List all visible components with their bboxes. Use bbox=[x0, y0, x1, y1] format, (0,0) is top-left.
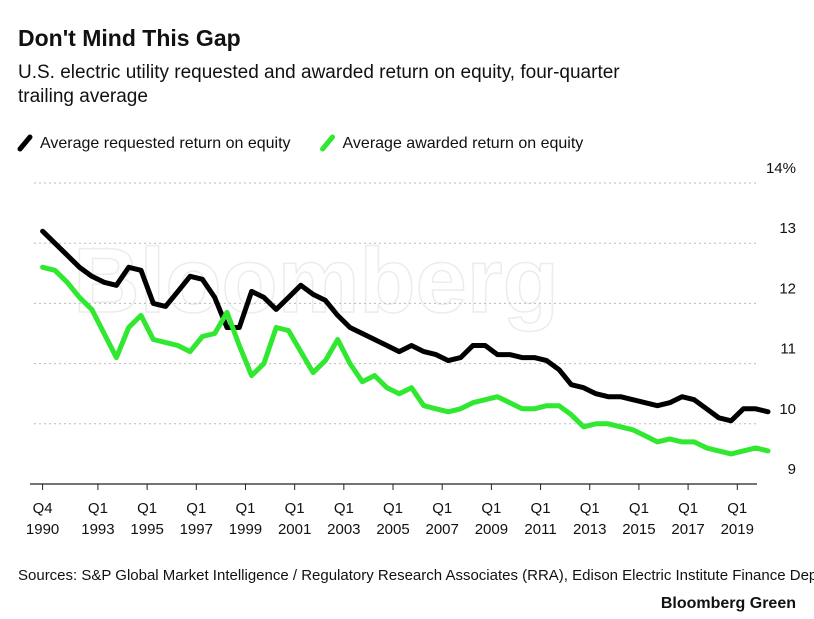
y-tick-label: 14% bbox=[766, 160, 796, 177]
x-tick-label: 2001 bbox=[278, 521, 311, 538]
x-tick-label: Q1 bbox=[580, 500, 600, 517]
y-tick-label: 10 bbox=[779, 401, 796, 418]
y-tick-label: 9 bbox=[788, 461, 796, 478]
x-tick-label: Q1 bbox=[481, 500, 501, 517]
x-tick-label: 1999 bbox=[229, 521, 262, 538]
series-line bbox=[40, 264, 771, 457]
y-tick-label: 12 bbox=[779, 280, 796, 297]
x-tick-label: 2017 bbox=[671, 521, 704, 538]
x-tick-label: 2003 bbox=[327, 521, 360, 538]
x-tick-label: Q1 bbox=[531, 500, 551, 517]
x-tick-label: Q1 bbox=[629, 500, 649, 517]
x-tick-label: 1997 bbox=[180, 521, 213, 538]
x-tick-label: Q1 bbox=[334, 500, 354, 517]
x-tick-label: Q1 bbox=[727, 500, 747, 517]
source: Sources: S&P Global Market Intelligence … bbox=[18, 567, 814, 584]
x-tick-label: Q1 bbox=[88, 500, 108, 517]
x-tick-label: 2019 bbox=[721, 521, 754, 538]
x-tick-label: Q1 bbox=[285, 500, 305, 517]
x-tick-label: 2005 bbox=[376, 521, 409, 538]
x-tick-label: 2015 bbox=[622, 521, 655, 538]
x-tick-label: Q1 bbox=[137, 500, 157, 517]
x-tick-label: 2011 bbox=[524, 521, 556, 538]
brand: Bloomberg Green bbox=[661, 595, 796, 612]
x-tick-label: 2009 bbox=[475, 521, 508, 538]
legend-swatch bbox=[17, 134, 33, 152]
x-tick-label: 2007 bbox=[426, 521, 459, 538]
subtitle-line: U.S. electric utility requested and awar… bbox=[18, 62, 620, 83]
x-tick-label: 1993 bbox=[81, 521, 114, 538]
x-tick-label: Q1 bbox=[383, 500, 403, 517]
legend-label: Average awarded return on equity bbox=[343, 135, 584, 152]
x-tick-label: Q1 bbox=[678, 500, 698, 517]
x-tick-label: 1995 bbox=[130, 521, 163, 538]
x-tick-label: Q4 bbox=[33, 500, 53, 517]
subtitle-line: trailing average bbox=[18, 86, 148, 107]
x-tick-label: Q1 bbox=[186, 500, 206, 517]
x-tick-label: 1990 bbox=[26, 521, 59, 538]
chart-title: Don't Mind This Gap bbox=[18, 25, 241, 51]
legend-label: Average requested return on equity bbox=[40, 135, 291, 152]
x-tick-label: 2013 bbox=[573, 521, 606, 538]
series-line bbox=[40, 228, 771, 424]
legend-swatch bbox=[320, 134, 336, 152]
x-tick-label: Q1 bbox=[235, 500, 255, 517]
y-tick-label: 13 bbox=[779, 220, 796, 237]
y-tick-label: 11 bbox=[780, 341, 796, 358]
watermark: Bloomberg bbox=[73, 230, 559, 332]
x-tick-label: Q1 bbox=[432, 500, 452, 517]
subtitle: U.S. electric utility requested and awar… bbox=[18, 62, 620, 107]
